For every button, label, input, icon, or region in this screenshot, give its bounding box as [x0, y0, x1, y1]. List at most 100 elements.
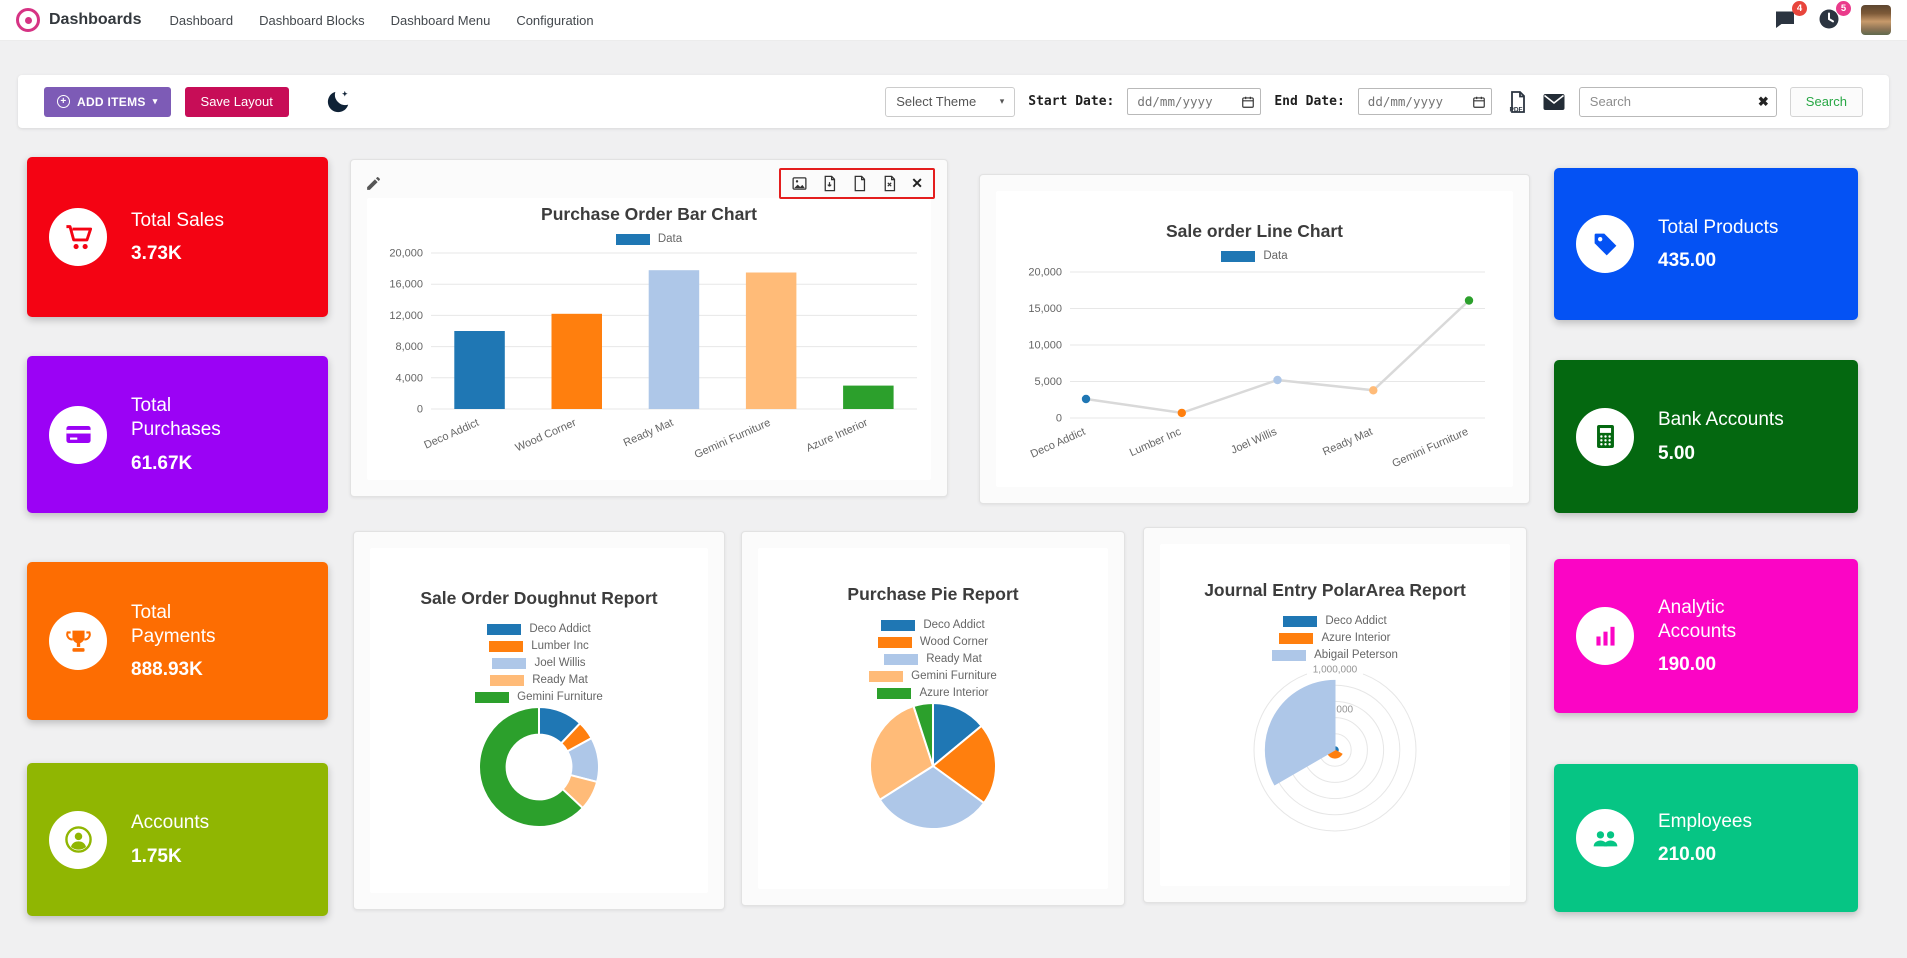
- chart-legend: Data: [367, 233, 931, 245]
- legend-item[interactable]: Deco Addict: [881, 619, 985, 631]
- kpi-value: 435.00: [1658, 250, 1717, 272]
- clear-search-icon[interactable]: ✖: [1757, 94, 1769, 109]
- menu-dashboard-menu[interactable]: Dashboard Menu: [390, 12, 491, 28]
- kpi-total-purchases[interactable]: Total Purchases 61.67K: [27, 356, 328, 513]
- kpi-total-products[interactable]: Total Products 435.00: [1554, 168, 1858, 320]
- search-field: ✖: [1578, 86, 1777, 117]
- start-date-label: Start Date:: [1028, 94, 1115, 109]
- mail-icon[interactable]: [1542, 90, 1566, 114]
- legend-item[interactable]: Ready Mat: [884, 653, 982, 665]
- calculator-icon: [1576, 407, 1634, 466]
- main-menu: Dashboard Dashboard Blocks Dashboard Men…: [169, 13, 593, 28]
- doughnut-chart-card[interactable]: Sale Order Doughnut Report Deco Addict Lu…: [353, 531, 725, 910]
- legend-item[interactable]: Data: [1221, 250, 1288, 262]
- svg-text:Ready Mat: Ready Mat: [1321, 426, 1374, 459]
- svg-text:Lumber Inc: Lumber Inc: [1128, 426, 1184, 460]
- calendar-icon[interactable]: [1241, 95, 1255, 109]
- line-chart: 0 5,000 10,000 15,000 20,000 Deco Addict Lumbe…: [1028, 267, 1485, 470]
- kpi-bank-accounts[interactable]: Bank Accounts 5.00: [1554, 360, 1858, 513]
- messages-badge: 4: [1792, 1, 1807, 16]
- chart-title: Sale order Line Chart: [1166, 221, 1343, 241]
- user-avatar[interactable]: [1861, 5, 1891, 35]
- dark-mode-toggle-icon[interactable]: [325, 88, 352, 115]
- legend-item[interactable]: Gemini Furniture: [475, 691, 603, 703]
- remove-chart-icon[interactable]: ✕: [911, 175, 923, 191]
- activities-icon[interactable]: 5: [1817, 1, 1851, 33]
- svg-text:Ready Mat: Ready Mat: [622, 417, 675, 450]
- svg-text:20,000: 20,000: [389, 248, 423, 260]
- svg-text:16,000: 16,000: [389, 279, 423, 291]
- svg-text:Gemini Furniture: Gemini Furniture: [693, 417, 773, 461]
- app-logo-icon: [16, 8, 40, 32]
- calendar-icon[interactable]: [1472, 95, 1486, 109]
- svg-text:15,000: 15,000: [1028, 303, 1062, 315]
- legend-item[interactable]: Data: [615, 233, 682, 245]
- svg-text:20,000: 20,000: [1028, 267, 1062, 279]
- kpi-total-sales[interactable]: Total Sales 3.73K: [27, 157, 328, 317]
- doughnut-chart: [478, 705, 600, 828]
- export-toolbar: ✕: [779, 167, 935, 199]
- csv-export-icon[interactable]: [851, 175, 868, 192]
- pdf-export-icon[interactable]: PDF: [1505, 90, 1529, 114]
- kpi-employees[interactable]: Employees 210.00: [1554, 764, 1858, 912]
- menu-configuration[interactable]: Configuration: [516, 12, 594, 28]
- legend-item[interactable]: Deco Addict: [1283, 615, 1387, 627]
- plus-icon: +: [57, 95, 70, 108]
- kpi-total-payments[interactable]: Total Payments 888.93K: [27, 562, 328, 720]
- chart-legend: Deco Addict Wood Corner Ready Mat Gemini Fu…: [758, 619, 1108, 699]
- top-navbar: Dashboards Dashboard Dashboard Blocks Da…: [0, 0, 1907, 41]
- app-brand[interactable]: Dashboards: [16, 8, 141, 32]
- legend-item[interactable]: Joel Willis: [492, 657, 586, 669]
- kpi-label: Total Products: [1658, 216, 1779, 238]
- chart-legend: Deco Addict Azure Interior Abigail Peterso…: [1160, 615, 1510, 661]
- kpi-analytic-accounts[interactable]: Analytic Accounts 190.00: [1554, 559, 1858, 713]
- chart-title: Journal Entry PolarArea Report: [1204, 580, 1466, 600]
- svg-text:4,000: 4,000: [395, 372, 423, 384]
- search-input[interactable]: [1578, 86, 1777, 117]
- search-button[interactable]: Search: [1789, 86, 1863, 117]
- select-theme-dropdown[interactable]: Select Theme ▾: [885, 86, 1016, 117]
- messages-icon[interactable]: 4: [1773, 1, 1807, 33]
- start-date-input[interactable]: [1127, 88, 1262, 115]
- pie-chart-card[interactable]: Purchase Pie Report Deco Addict Wood Corn…: [741, 531, 1125, 906]
- edit-icon[interactable]: [365, 175, 382, 192]
- kpi-accounts[interactable]: Accounts 1.75K: [27, 763, 328, 916]
- bar-chart: 0 4,000 8,000 12,000 16,000 20,000 Deco Addict…: [389, 248, 917, 461]
- pdf-export-icon[interactable]: [821, 175, 838, 192]
- image-export-icon[interactable]: [791, 175, 808, 192]
- pie-chart: [869, 701, 997, 830]
- menu-dashboard[interactable]: Dashboard: [169, 12, 234, 28]
- legend-item[interactable]: Deco Addict: [487, 623, 591, 635]
- excel-export-icon[interactable]: [881, 175, 898, 192]
- trophy-icon: [49, 612, 107, 670]
- app-name[interactable]: Dashboards: [49, 11, 142, 28]
- end-date-input[interactable]: [1357, 88, 1492, 115]
- legend-item[interactable]: Gemini Furniture: [869, 670, 997, 682]
- legend-item[interactable]: Azure Interior: [1279, 632, 1391, 644]
- sale-line-chart-card[interactable]: Sale order Line Chart Data 0 5,000 10,000 1…: [979, 174, 1530, 504]
- legend-item[interactable]: Abigail Peterson: [1272, 649, 1398, 661]
- kpi-value: 61.67K: [131, 452, 193, 474]
- kpi-label: Employees: [1658, 810, 1752, 832]
- chart-card-toolbar: ✕: [351, 160, 947, 199]
- menu-dashboard-blocks[interactable]: Dashboard Blocks: [259, 12, 365, 28]
- legend-item[interactable]: Lumber Inc: [489, 640, 589, 652]
- svg-text:8,000: 8,000: [395, 341, 423, 353]
- svg-text:10,000: 10,000: [1028, 340, 1062, 352]
- save-layout-button[interactable]: Save Layout: [184, 86, 289, 117]
- kpi-label: Accounts: [131, 812, 210, 834]
- add-items-button[interactable]: + ADD ITEMS ▾: [44, 86, 171, 117]
- legend-item[interactable]: Ready Mat: [490, 674, 588, 686]
- kpi-value: 3.73K: [131, 243, 182, 265]
- svg-text:PDF: PDF: [1509, 106, 1522, 113]
- kpi-value: 5.00: [1658, 442, 1695, 464]
- legend-item[interactable]: Wood Corner: [877, 636, 988, 648]
- purchase-bar-chart-card[interactable]: ✕ Purchase Order Bar Chart Data 0 4,000 8,…: [350, 159, 948, 497]
- chevron-down-icon: ▾: [152, 96, 158, 106]
- kpi-value: 1.75K: [131, 845, 182, 867]
- tag-icon: [1576, 215, 1634, 273]
- polar-area-chart-card[interactable]: Journal Entry PolarArea Report Deco Addi…: [1143, 527, 1527, 903]
- bar-chart-icon: [1576, 607, 1634, 665]
- legend-item[interactable]: Azure Interior: [877, 687, 989, 699]
